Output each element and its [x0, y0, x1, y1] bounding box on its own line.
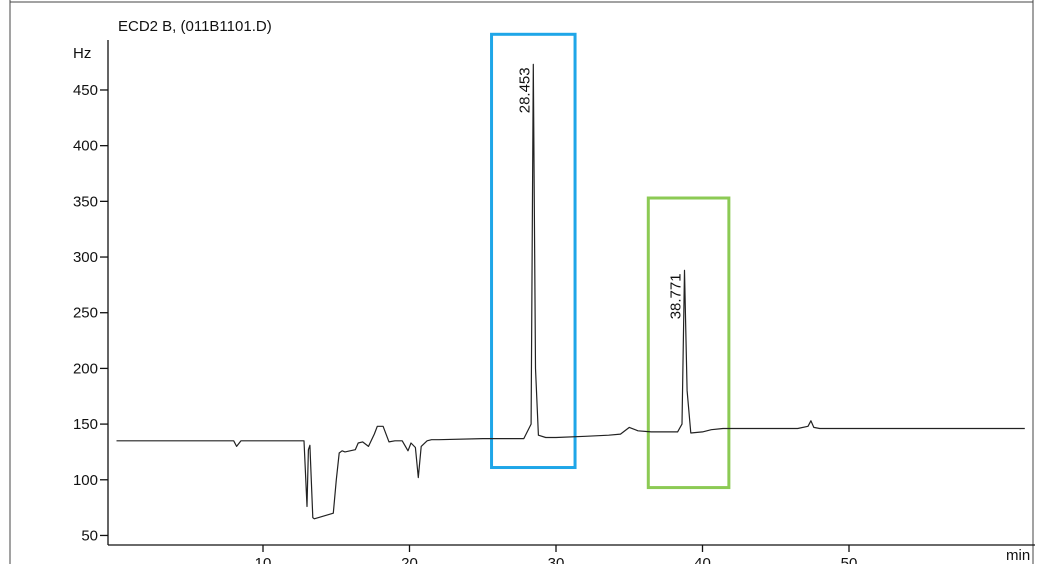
y-tick-label: 50 [81, 527, 98, 544]
highlight-box [646, 196, 731, 490]
highlight-box [490, 32, 577, 470]
x-tick-label: 20 [401, 555, 418, 564]
x-axis-label: min [1006, 547, 1030, 564]
y-tick-label: 250 [73, 305, 98, 322]
y-tick-label: 350 [73, 193, 98, 210]
y-tick-label: 150 [73, 416, 98, 433]
chart-title: ECD2 B, (011B1101.D) [118, 18, 272, 35]
y-tick-label: 450 [73, 82, 98, 99]
x-tick-label: 30 [548, 555, 565, 564]
y-tick-label: 300 [73, 249, 98, 266]
x-tick-label: 10 [255, 555, 272, 564]
peak-retention-label: 28.453 [516, 67, 533, 113]
y-axis-label: Hz [73, 45, 91, 62]
chromatogram-trace [116, 63, 1025, 520]
x-tick-label: 50 [841, 555, 858, 564]
y-tick-label: 400 [73, 138, 98, 155]
x-tick-label: 40 [694, 555, 711, 564]
y-tick-label: 200 [73, 360, 98, 377]
peak-retention-label: 38.771 [667, 273, 684, 319]
y-tick-label: 100 [73, 472, 98, 489]
